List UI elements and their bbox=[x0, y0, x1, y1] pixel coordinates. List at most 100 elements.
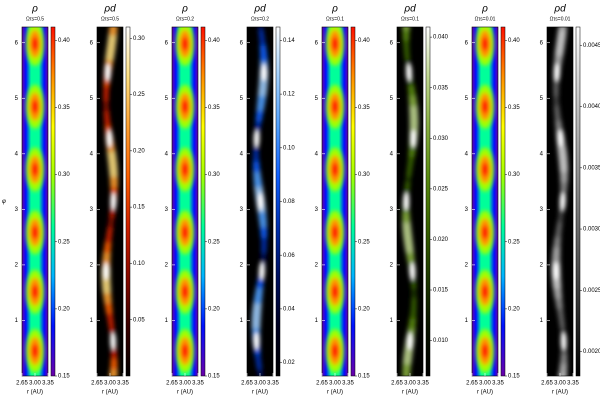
panel-title: ρd bbox=[403, 4, 416, 15]
annotation: Ωτs=0.01 bbox=[475, 16, 496, 22]
y-tick-label: 6 bbox=[315, 40, 319, 46]
heatmap-background bbox=[22, 27, 48, 376]
x-axis-label: r (AU) bbox=[552, 390, 568, 396]
y-tick-label: 5 bbox=[90, 96, 94, 102]
y-tick-label: 1 bbox=[90, 318, 94, 324]
y-tick-label: 1 bbox=[390, 318, 394, 324]
x-tick-label: 2.65 bbox=[316, 381, 328, 387]
y-tick-label: 6 bbox=[240, 40, 244, 46]
panel-title: ρ bbox=[181, 4, 188, 15]
panel-title: ρ bbox=[331, 4, 338, 15]
y-tick-label: 2 bbox=[90, 262, 94, 268]
annotation: Ωτs=0.2 bbox=[176, 16, 194, 22]
y-tick-label: 6 bbox=[540, 40, 544, 46]
colorbar bbox=[200, 26, 206, 377]
x-axis-label: r (AU) bbox=[177, 390, 193, 396]
x-axis-label: r (AU) bbox=[27, 390, 43, 396]
y-tick-label: 2 bbox=[540, 262, 544, 268]
colorbar-tick-label: 0.30 bbox=[358, 172, 370, 178]
heatmap-background bbox=[322, 27, 348, 376]
annotation: Ωτs=0.5 bbox=[26, 16, 44, 22]
y-tick-label: 1 bbox=[465, 318, 469, 324]
y-tick-label: 1 bbox=[15, 318, 19, 324]
x-tick-label: 2.65 bbox=[541, 381, 553, 387]
colorbar-tick-label: 0.30 bbox=[208, 172, 220, 178]
heatmap-structure bbox=[251, 27, 269, 376]
colorbar bbox=[350, 26, 356, 377]
annotation: Ωτs=0.1 bbox=[401, 16, 419, 22]
y-tick-label: 1 bbox=[540, 318, 544, 324]
colorbar-tick-label: 0.14 bbox=[283, 38, 295, 44]
colorbar-tick-label: 0.30 bbox=[133, 36, 145, 42]
colorbar bbox=[125, 26, 131, 377]
x-axis-label: r (AU) bbox=[327, 390, 343, 396]
colorbar-tick-label: 0.0045 bbox=[583, 43, 600, 49]
y-tick-label: 3 bbox=[15, 207, 19, 213]
panel-title: ρ bbox=[481, 4, 488, 15]
panel-title: ρd bbox=[103, 4, 116, 15]
colorbar bbox=[50, 26, 56, 377]
x-tick-label: 3.35 bbox=[117, 381, 129, 387]
y-tick-label: 4 bbox=[540, 151, 544, 157]
x-tick-label: 2.65 bbox=[466, 381, 478, 387]
colorbar-tick-label: 0.40 bbox=[358, 38, 370, 44]
colorbar-tick-label: 0.030 bbox=[433, 136, 449, 142]
colorbar-tick-label: 0.020 bbox=[433, 237, 449, 243]
colorbar-tick-label: 0.30 bbox=[508, 172, 520, 178]
colorbar-tick-label: 0.25 bbox=[133, 92, 145, 98]
y-tick-label: 2 bbox=[240, 262, 244, 268]
y-tick-label: 4 bbox=[390, 151, 394, 157]
colorbar-tick-label: 0.15 bbox=[208, 374, 220, 380]
x-axis-label: r (AU) bbox=[402, 390, 418, 396]
y-tick-label: 4 bbox=[15, 151, 19, 157]
y-tick-label: 1 bbox=[165, 318, 169, 324]
colorbar-tick-label: 0.15 bbox=[133, 205, 145, 211]
colorbar-tick-label: 0.06 bbox=[283, 253, 295, 259]
heatmap-structure bbox=[26, 27, 44, 374]
colorbar-tick-label: 0.10 bbox=[283, 145, 295, 151]
x-tick-label: 3.00 bbox=[29, 381, 41, 387]
colorbar-tick-label: 0.40 bbox=[58, 38, 70, 44]
colorbar-tick-label: 0.15 bbox=[58, 374, 70, 380]
y-tick-label: 4 bbox=[240, 151, 244, 157]
colorbar-tick-label: 0.08 bbox=[283, 199, 295, 205]
colorbar-tick-label: 0.02 bbox=[283, 360, 295, 366]
y-tick-label: 6 bbox=[15, 40, 19, 46]
y-tick-label: 3 bbox=[390, 207, 394, 213]
x-tick-label: 3.35 bbox=[342, 381, 354, 387]
colorbar-tick-label: 0.35 bbox=[58, 105, 70, 111]
y-tick-label: 4 bbox=[90, 151, 94, 157]
x-tick-label: 3.00 bbox=[254, 381, 266, 387]
colorbar-tick-label: 0.20 bbox=[358, 306, 370, 312]
y-tick-label: 2 bbox=[465, 262, 469, 268]
y-tick-label: 5 bbox=[15, 96, 19, 102]
heatmap-structure bbox=[176, 27, 194, 374]
colorbar-tick-label: 0.15 bbox=[508, 374, 520, 380]
heatmap-structure bbox=[551, 27, 569, 376]
x-tick-label: 2.65 bbox=[16, 381, 28, 387]
y-tick-label: 5 bbox=[165, 96, 169, 102]
y-tick-label: 3 bbox=[90, 207, 94, 213]
y-tick-label: 1 bbox=[315, 318, 319, 324]
y-tick-label: 4 bbox=[165, 151, 169, 157]
colorbar-tick-label: 0.20 bbox=[58, 306, 70, 312]
annotation: Ωτs=0.1 bbox=[326, 16, 344, 22]
x-axis-label: r (AU) bbox=[477, 390, 493, 396]
colorbar-tick-label: 0.0025 bbox=[583, 288, 600, 294]
y-tick-label: 2 bbox=[165, 262, 169, 268]
panel-title: ρ bbox=[31, 4, 38, 15]
x-tick-label: 3.35 bbox=[267, 381, 279, 387]
colorbar-tick-label: 0.35 bbox=[208, 105, 220, 111]
colorbar bbox=[500, 26, 506, 377]
x-tick-label: 2.65 bbox=[91, 381, 103, 387]
colorbar-tick-label: 0.25 bbox=[508, 239, 520, 245]
colorbar-tick-label: 0.30 bbox=[58, 172, 70, 178]
